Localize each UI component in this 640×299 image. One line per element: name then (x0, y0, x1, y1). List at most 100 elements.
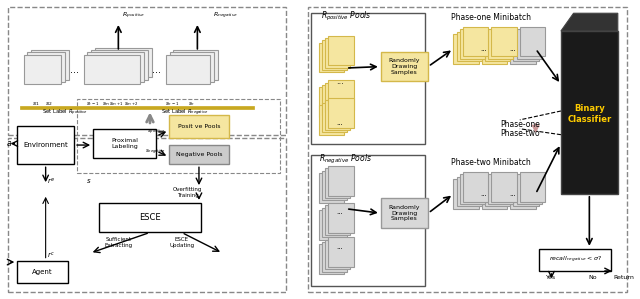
FancyBboxPatch shape (492, 27, 516, 57)
Text: Sufficient
Extracting: Sufficient Extracting (104, 237, 132, 248)
FancyBboxPatch shape (456, 177, 482, 206)
FancyBboxPatch shape (325, 205, 350, 235)
FancyBboxPatch shape (319, 43, 344, 72)
FancyBboxPatch shape (173, 50, 218, 80)
Text: Agent: Agent (32, 269, 52, 275)
FancyBboxPatch shape (88, 52, 144, 82)
FancyBboxPatch shape (17, 126, 74, 164)
FancyBboxPatch shape (319, 244, 344, 274)
Text: $s_{positive}$: $s_{positive}$ (147, 128, 166, 137)
Polygon shape (561, 13, 618, 31)
Text: $s_{m+2}$: $s_{m+2}$ (124, 100, 138, 108)
FancyBboxPatch shape (95, 48, 152, 77)
Text: Set Label $R_{positive}$: Set Label $R_{positive}$ (42, 108, 88, 118)
FancyBboxPatch shape (485, 177, 510, 206)
Text: $s_m$: $s_m$ (102, 100, 110, 108)
FancyBboxPatch shape (492, 172, 516, 202)
FancyBboxPatch shape (482, 179, 507, 209)
FancyBboxPatch shape (322, 171, 348, 200)
FancyBboxPatch shape (328, 80, 353, 110)
FancyBboxPatch shape (17, 261, 68, 283)
Text: $R_{positive}$ Pools: $R_{positive}$ Pools (321, 10, 371, 23)
FancyBboxPatch shape (516, 174, 542, 204)
FancyBboxPatch shape (170, 52, 214, 82)
Text: $r^e$: $r^e$ (47, 176, 55, 186)
FancyBboxPatch shape (520, 172, 545, 202)
FancyBboxPatch shape (381, 52, 428, 81)
Text: $R_{positive}$: $R_{positive}$ (122, 11, 146, 21)
Text: $R_{negative}$: $R_{negative}$ (213, 11, 239, 21)
Text: Phase-two Minibatch: Phase-two Minibatch (451, 158, 531, 167)
FancyBboxPatch shape (463, 27, 488, 57)
FancyBboxPatch shape (513, 32, 539, 61)
Text: ESCE: ESCE (139, 213, 161, 222)
FancyBboxPatch shape (453, 34, 479, 64)
FancyBboxPatch shape (561, 31, 618, 194)
Text: $r^c$: $r^c$ (47, 250, 54, 260)
FancyBboxPatch shape (539, 249, 611, 271)
FancyBboxPatch shape (319, 87, 344, 117)
Text: Proximal
Labeling: Proximal Labeling (111, 138, 138, 149)
Text: ...: ... (336, 209, 343, 215)
Text: Binary
Classifier: Binary Classifier (567, 104, 611, 124)
FancyBboxPatch shape (456, 32, 482, 61)
FancyBboxPatch shape (460, 174, 485, 204)
FancyBboxPatch shape (328, 237, 353, 267)
Text: ...: ... (480, 46, 486, 52)
FancyBboxPatch shape (84, 55, 140, 84)
FancyBboxPatch shape (24, 55, 61, 84)
FancyBboxPatch shape (28, 52, 65, 82)
Text: Randomly
Drawing
Samples: Randomly Drawing Samples (388, 58, 420, 75)
FancyBboxPatch shape (510, 34, 536, 64)
Text: Phase-one Minibatch: Phase-one Minibatch (451, 13, 531, 22)
Text: ...: ... (336, 77, 344, 86)
Text: Return: Return (613, 275, 634, 280)
Text: $s_2$: $s_2$ (45, 100, 52, 108)
FancyBboxPatch shape (319, 105, 344, 135)
Text: Randomly
Drawing
Samples: Randomly Drawing Samples (388, 205, 420, 222)
FancyBboxPatch shape (516, 29, 542, 59)
Text: Set Label $R_{negative}$: Set Label $R_{negative}$ (161, 108, 209, 118)
Text: $s_{t-1}$: $s_{t-1}$ (86, 100, 100, 108)
FancyBboxPatch shape (488, 29, 513, 59)
FancyBboxPatch shape (325, 83, 350, 112)
Text: Posit ve Pools: Posit ve Pools (178, 124, 220, 129)
FancyBboxPatch shape (328, 98, 353, 128)
Text: ...: ... (70, 65, 79, 74)
FancyBboxPatch shape (322, 242, 348, 271)
Text: $recall_{negative} < \sigma$?: $recall_{negative} < \sigma$? (548, 255, 602, 265)
FancyBboxPatch shape (328, 36, 353, 65)
FancyBboxPatch shape (91, 50, 148, 80)
FancyBboxPatch shape (485, 32, 510, 61)
Text: $s_{negative}$: $s_{negative}$ (145, 148, 166, 157)
Text: Negative Pools: Negative Pools (176, 152, 222, 157)
FancyBboxPatch shape (460, 29, 485, 59)
Text: Overfitting
Training: Overfitting Training (173, 187, 203, 198)
Text: ...: ... (336, 120, 343, 126)
FancyBboxPatch shape (463, 172, 488, 202)
FancyBboxPatch shape (166, 55, 210, 84)
FancyBboxPatch shape (488, 174, 513, 204)
FancyBboxPatch shape (325, 38, 350, 68)
Text: ...: ... (480, 191, 486, 197)
FancyBboxPatch shape (453, 179, 479, 209)
Text: $R_{negative}$ Pools: $R_{negative}$ Pools (319, 153, 372, 167)
Text: $s$: $s$ (86, 177, 92, 184)
FancyBboxPatch shape (31, 50, 69, 80)
FancyBboxPatch shape (325, 168, 350, 198)
FancyBboxPatch shape (328, 203, 353, 233)
Text: ...: ... (509, 191, 516, 197)
Text: $s_{m+1}$: $s_{m+1}$ (109, 100, 124, 108)
FancyBboxPatch shape (319, 210, 344, 240)
Text: ESCE
Updating: ESCE Updating (169, 237, 194, 248)
FancyBboxPatch shape (20, 106, 254, 109)
FancyBboxPatch shape (93, 129, 156, 158)
Text: $s_1$: $s_1$ (33, 100, 40, 108)
FancyBboxPatch shape (322, 40, 348, 70)
FancyBboxPatch shape (328, 166, 353, 196)
Text: $s_{n-1}$: $s_{n-1}$ (165, 100, 179, 108)
FancyBboxPatch shape (322, 85, 348, 115)
Text: $a$: $a$ (6, 139, 12, 148)
FancyBboxPatch shape (381, 198, 428, 228)
Text: $s_n$: $s_n$ (188, 100, 195, 108)
